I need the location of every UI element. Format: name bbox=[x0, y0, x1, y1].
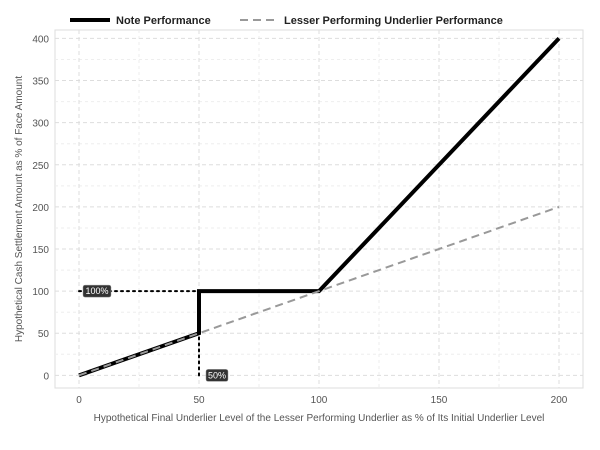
x-tick-label: 50 bbox=[193, 395, 205, 406]
y-tick-label: 400 bbox=[32, 34, 49, 45]
legend-label-note: Note Performance bbox=[116, 15, 211, 27]
x-tick-label: 100 bbox=[311, 395, 328, 406]
series-line-underlier-performance bbox=[78, 205, 560, 377]
annotations: 100% 50% bbox=[82, 284, 229, 382]
x-axis-title: Hypothetical Final Underlier Level of th… bbox=[94, 413, 545, 424]
grid bbox=[55, 30, 583, 388]
y-tick-label: 50 bbox=[38, 329, 50, 340]
y-tick-label: 150 bbox=[32, 245, 49, 256]
x-tick-label: 150 bbox=[431, 395, 448, 406]
annotation-box bbox=[82, 284, 112, 298]
y-tick-label: 200 bbox=[32, 203, 49, 214]
annotation-box bbox=[205, 369, 229, 382]
x-tick-label: 0 bbox=[76, 395, 82, 406]
y-axis-title: Hypothetical Cash Settlement Amount as %… bbox=[14, 76, 25, 342]
y-tick-label: 300 bbox=[32, 119, 49, 130]
y-tick-label: 250 bbox=[32, 161, 49, 172]
legend: Note Performance Lesser Performing Under… bbox=[70, 15, 503, 27]
y-tick-label: 350 bbox=[32, 77, 49, 88]
annotation-label: 50% bbox=[208, 370, 226, 380]
x-tick-label: 200 bbox=[551, 395, 568, 406]
legend-label-underlier: Lesser Performing Underlier Performance bbox=[284, 15, 503, 27]
y-tick-label: 100 bbox=[32, 287, 49, 298]
annotation-label: 100% bbox=[85, 286, 108, 296]
ticks: 0 50 100 150 200 0 50 100 150 200 250 300 350 400 bbox=[32, 34, 567, 406]
y-tick-label: 0 bbox=[43, 371, 49, 382]
